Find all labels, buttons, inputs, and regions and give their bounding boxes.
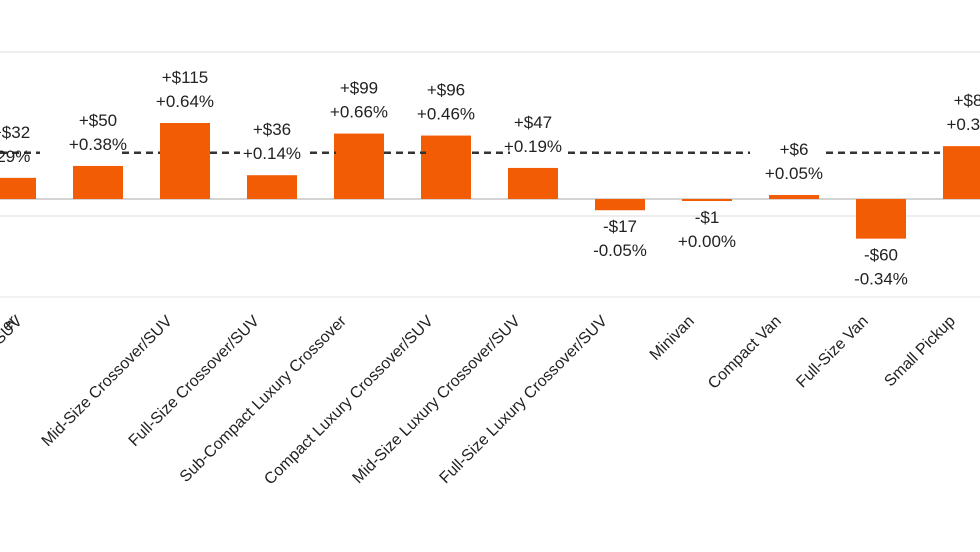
percent-label: +0.64% — [156, 92, 214, 111]
category-label: rossover/SUV — [0, 313, 26, 395]
percent-label: .29% — [0, 147, 30, 166]
bar-8 — [682, 199, 732, 201]
category-label: Full-Size Luxury Crossover/SUV — [437, 313, 611, 487]
bar-10 — [856, 199, 906, 239]
value-label: +$6 — [780, 140, 809, 159]
bar-series — [0, 123, 980, 239]
value-label: +$8 — [954, 91, 980, 110]
percent-label: +0.19% — [504, 137, 562, 156]
value-labels: +$32 .29% +$50 +0.38% +$115 +0.64% +$36 +0.14% +… — [0, 68, 980, 289]
bar-0 — [0, 177, 36, 199]
bar-3 — [247, 175, 297, 199]
bar-5 — [421, 135, 471, 199]
value-label: +$47 — [514, 113, 552, 132]
percent-label: -0.05% — [593, 241, 647, 260]
category-label: Compact Van — [705, 313, 785, 393]
percent-label: +0.05% — [765, 164, 823, 183]
value-label: +$115 — [162, 68, 208, 87]
bar-2 — [160, 123, 210, 199]
bar-6 — [508, 167, 558, 199]
value-label: +$50 — [79, 111, 117, 130]
bar-7 — [595, 199, 645, 211]
percent-label: +0.14% — [243, 144, 301, 163]
category-label: Minivan — [647, 313, 698, 364]
percent-label: +0.66% — [330, 103, 388, 122]
percent-label: +0.00% — [678, 232, 736, 251]
value-label: +$32 — [0, 123, 30, 142]
value-label: -$1 — [695, 208, 720, 227]
category-label: Full-Size Van — [793, 313, 871, 391]
category-label: Sub-Compact Luxury Crossover — [177, 312, 350, 485]
value-label: -$17 — [603, 217, 637, 236]
percent-label: +0.38% — [69, 135, 127, 154]
value-label: +$96 — [427, 81, 465, 100]
percent-label: +0.46% — [417, 105, 475, 124]
bar-9 — [769, 195, 819, 199]
bar-4 — [334, 133, 384, 199]
value-label: +$99 — [340, 79, 378, 98]
value-label: -$60 — [864, 246, 898, 265]
category-label: Small Pickup — [881, 313, 958, 390]
category-label: Mid-Size Luxury Crossover/SUV — [350, 313, 524, 487]
bar-11 — [943, 146, 980, 199]
category-label: Compact Luxury Crossover/SUV — [261, 313, 437, 489]
percent-label: -0.34% — [854, 270, 908, 289]
value-label: +$36 — [253, 120, 291, 139]
percent-label: +0.39 — [946, 115, 980, 134]
bar-1 — [73, 165, 123, 199]
